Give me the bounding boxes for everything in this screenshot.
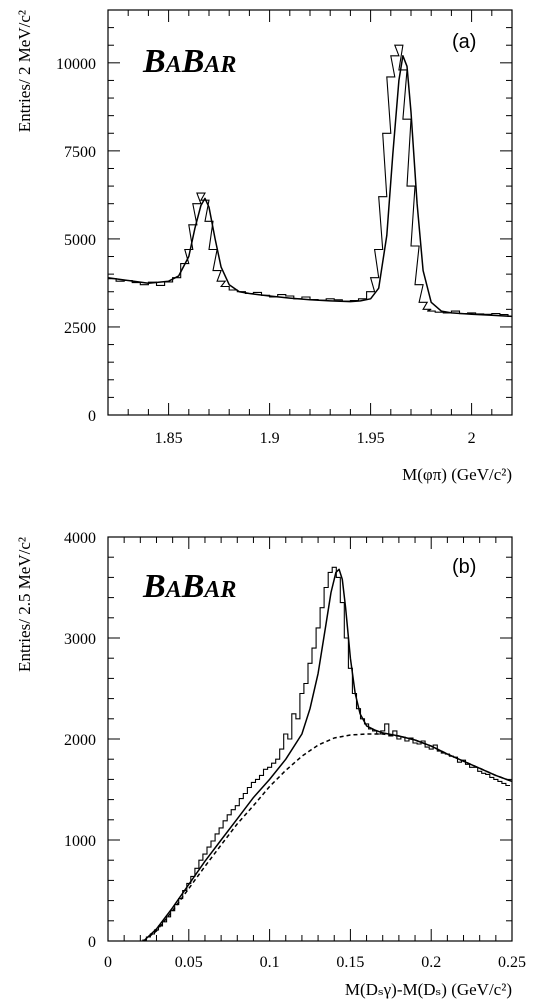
x-tick-label: 1.9 [260, 430, 280, 447]
y-tick-label: 1000 [64, 833, 96, 850]
background-fit-curve [143, 733, 513, 942]
y-tick-label: 3000 [64, 631, 96, 648]
panel-label: (a) [452, 31, 476, 53]
x-tick-label: 1.95 [357, 430, 385, 447]
x-tick-label: 0.05 [175, 954, 203, 971]
x-tick-label: 2 [468, 430, 476, 447]
y-tick-label: 0 [88, 934, 96, 951]
x-axis-label: M(φπ) (GeV/c²) [402, 465, 512, 484]
chart-panel-2: 0 0.05 0.1 0.15 0.2 0.25 0 1000 2000 3000 4000 BABA… [15, 530, 526, 999]
y-tick-label: 2500 [64, 320, 96, 337]
histogram-series [108, 44, 512, 317]
panel-label: (b) [452, 556, 476, 578]
x-tick-label: 0.1 [260, 954, 280, 971]
y-axis-label: Entries/ 2 MeV/c² [15, 10, 34, 132]
x-tick-label: 0.15 [336, 954, 364, 971]
babar-logo: BABAR [142, 568, 236, 605]
histogram-series [142, 566, 510, 941]
y-axis-label: Entries/ 2.5 MeV/c² [15, 537, 34, 672]
y-tick-label: 2000 [64, 732, 96, 749]
y-tick-label: 10000 [56, 56, 96, 73]
x-tick-label: 0 [104, 954, 112, 971]
x-axis-label: M(Dₛγ)-M(Dₛ) (GeV/c²) [345, 980, 512, 999]
x-tick-label: 1.85 [155, 430, 183, 447]
chart-panel-1: 1.85 1.9 1.95 2 0 2500 5000 7500 10000 BABAR (a) En… [15, 9, 513, 484]
y-tick-label: 0 [88, 408, 96, 425]
fit-curve [143, 568, 513, 942]
y-tick-label: 7500 [64, 144, 96, 161]
y-tick-label: 4000 [64, 530, 96, 547]
y-tick-label: 5000 [64, 232, 96, 249]
fit-curve [107, 55, 513, 318]
x-tick-label: 0.25 [498, 954, 526, 971]
x-tick-label: 0.2 [421, 954, 441, 971]
babar-logo: BABAR [142, 43, 236, 80]
